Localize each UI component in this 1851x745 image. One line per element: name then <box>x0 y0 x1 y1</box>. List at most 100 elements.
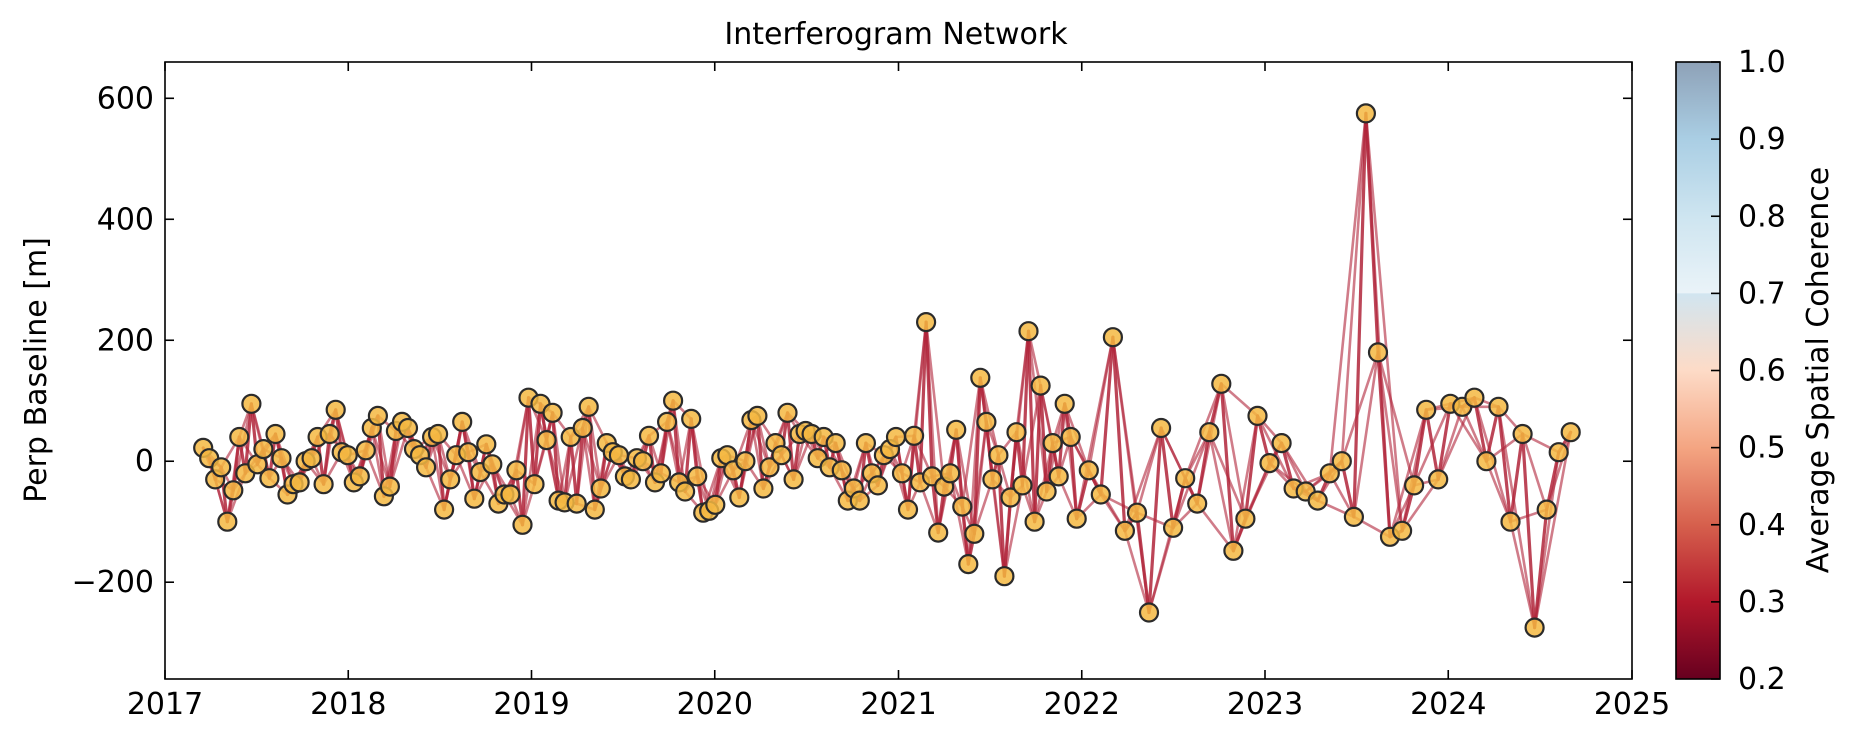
acquisition-point <box>542 402 563 423</box>
acquisition-point <box>482 454 503 475</box>
colorbar-tick-label: 0.9 <box>1738 122 1786 157</box>
acquisition-point <box>434 499 455 520</box>
acquisition-point <box>970 367 991 388</box>
acquisition-point <box>1126 502 1148 523</box>
acquisition-point <box>1536 499 1557 520</box>
acquisition-point <box>705 494 726 515</box>
acquisition-point <box>940 463 961 484</box>
x-tick-label: 2020 <box>677 687 753 722</box>
acquisition-point <box>915 312 937 333</box>
acquisition-point <box>1054 393 1075 414</box>
acquisition-point <box>1018 321 1039 342</box>
interferogram-edge <box>689 417 711 513</box>
acquisition-point <box>259 468 280 489</box>
acquisition-point <box>464 488 485 509</box>
acquisition-point <box>566 493 587 514</box>
acquisition-point <box>855 433 877 454</box>
acquisition-point <box>253 439 274 460</box>
acquisition-point <box>506 460 527 481</box>
acquisition-point <box>289 472 310 493</box>
interferogram-edge <box>972 420 988 536</box>
acquisition-points <box>193 103 1581 638</box>
interferogram-edge <box>1328 112 1368 475</box>
interferogram-edge <box>520 396 531 527</box>
interferogram-edge <box>1521 432 1548 511</box>
acquisition-point <box>416 457 437 478</box>
acquisition-point <box>1428 469 1449 490</box>
acquisition-point <box>662 390 684 411</box>
acquisition-point <box>1416 399 1437 420</box>
acquisition-point <box>241 393 262 414</box>
acquisition-point <box>476 434 497 455</box>
interferogram-edge <box>1069 435 1079 521</box>
interferogram-edge <box>1436 402 1452 481</box>
acquisition-point <box>428 423 449 445</box>
interferogram-edge <box>1159 426 1175 530</box>
interferogram-edge <box>1208 430 1235 553</box>
interferogram-edge <box>972 376 982 536</box>
colorbar-ticks: 1.0 0.9 0.8 0.7 0.6 0.5 0.4 0.3 0.2 <box>1711 45 1786 697</box>
y-tick-label: 200 <box>97 323 154 358</box>
acquisition-point <box>964 523 985 544</box>
acquisition-point <box>632 451 654 472</box>
interferogram-edge <box>1412 408 1428 487</box>
y-axis: 600 400 200 0 −200 <box>72 81 1632 600</box>
acquisition-point <box>753 478 774 499</box>
x-tick-label: 2025 <box>1594 687 1670 722</box>
interferogram-edge <box>1340 112 1368 463</box>
interferogram-edge <box>1123 529 1151 614</box>
interferogram-edge <box>1376 351 1416 487</box>
colorbar-tick-label: 0.7 <box>1738 276 1786 311</box>
acquisition-point <box>379 476 400 497</box>
interferogram-edge <box>924 320 946 488</box>
colorbar-label: Average Spatial Coherence <box>1801 167 1836 573</box>
interferogram-edge <box>1364 112 1404 533</box>
interferogram-edge <box>569 435 579 506</box>
acquisition-point <box>1560 422 1581 443</box>
interferogram-edge <box>1340 351 1380 463</box>
acquisition-point <box>367 405 388 426</box>
interferogram-edge <box>1509 520 1536 629</box>
interferogram-edge <box>551 411 566 504</box>
x-tick-label: 2017 <box>127 687 203 722</box>
acquisition-point <box>500 484 521 505</box>
acquisition-point <box>650 463 672 484</box>
acquisition-point <box>1000 487 1021 508</box>
acquisition-point <box>867 475 889 496</box>
acquisition-point <box>831 460 852 481</box>
acquisition-point <box>440 469 461 490</box>
acquisition-point <box>747 405 768 426</box>
interferogram-edge <box>388 426 410 488</box>
acquisition-point <box>903 425 925 446</box>
acquisition-point <box>319 423 340 445</box>
interferogram-edge <box>1020 329 1031 487</box>
acquisition-point <box>1343 506 1365 528</box>
acquisition-point <box>217 511 238 532</box>
acquisition-point <box>301 448 322 469</box>
acquisition-point <box>1090 484 1111 505</box>
acquisition-point <box>1548 442 1569 463</box>
acquisition-point <box>265 423 286 445</box>
chart-title: Interferogram Network <box>724 17 1068 52</box>
interferogram-edge <box>1352 111 1368 519</box>
acquisition-point <box>1512 423 1533 445</box>
x-tick-label: 2022 <box>1044 687 1120 722</box>
interferogram-edge <box>1520 432 1537 630</box>
acquisition-point <box>536 430 557 451</box>
acquisition-point <box>1078 460 1099 481</box>
interferogram-edge <box>562 435 573 504</box>
acquisition-point <box>1187 493 1208 514</box>
acquisition-point <box>620 469 642 490</box>
interferogram-edge <box>1099 335 1115 497</box>
acquisition-point <box>1464 387 1485 408</box>
acquisition-point <box>885 426 907 448</box>
interferogram-edge <box>1424 408 1440 481</box>
acquisition-point <box>1247 405 1268 426</box>
interferogram-edge <box>1243 414 1260 521</box>
interferogram-edge <box>1545 430 1572 511</box>
acquisition-point <box>1175 468 1196 489</box>
interferogram-edge <box>1111 335 1127 533</box>
y-axis-label: Perp Baseline [m] <box>19 237 54 503</box>
